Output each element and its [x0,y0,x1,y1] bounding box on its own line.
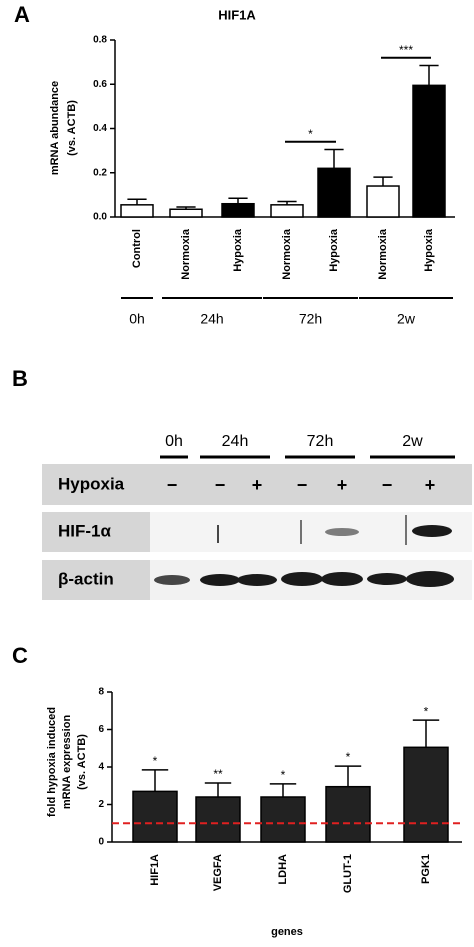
significance-label: * [153,754,158,768]
treatment-sign: − [215,475,226,495]
time-label: 72h [307,433,334,450]
chart-title: HIF1A [218,7,256,22]
bar [366,185,400,218]
y-axis-label: mRNA expression [61,715,73,810]
treatment-sign: + [252,475,263,495]
bar [195,796,241,843]
y-axis-label: mRNA abundance [49,81,61,175]
y-tick-label: 0 [98,837,104,848]
time-label: 24h [222,433,249,450]
group-label: 0h [129,311,145,327]
x-tick-label: Hypoxia [423,228,435,272]
x-tick-label: Control [131,229,143,268]
bar [403,746,449,843]
treatment-sign: − [297,475,308,495]
panel-label: A [14,2,30,27]
y-axis-label: (vs. ACTB) [76,734,88,790]
treatment-sign: + [425,475,436,495]
significance-label: *** [399,43,413,57]
x-tick-label: GLUT-1 [342,854,354,893]
bar [270,204,304,218]
group-label: 24h [200,311,223,327]
y-tick-label: 0.8 [93,35,107,46]
bar [120,204,154,218]
row-label-box [42,512,150,552]
treatment-sign: − [382,475,393,495]
x-tick-label: Hypoxia [328,228,340,272]
time-label: 0h [165,433,183,450]
treatment-sign: + [337,475,348,495]
panel-label: C [12,643,28,668]
row-label-box [42,560,150,600]
time-label: 2w [402,433,423,450]
y-tick-label: 0.6 [93,79,107,90]
row-label: Hypoxia [58,474,125,493]
row-label: HIF-1α [58,521,112,540]
significance-label: * [424,704,429,718]
x-tick-label: HIF1A [149,854,161,886]
y-tick-label: 0.2 [93,167,107,178]
x-tick-label: VEGFA [212,854,224,891]
y-tick-label: 2 [98,799,104,810]
row-band [42,464,472,505]
panel-label: B [12,366,28,391]
bar [317,167,351,218]
y-tick-label: 4 [98,762,104,773]
group-label: 72h [299,311,322,327]
x-tick-label: PGK1 [420,854,432,884]
x-tick-label: Normoxia [180,228,192,280]
y-tick-label: 8 [98,687,104,698]
x-tick-label: LDHA [277,854,289,885]
significance-label: * [346,750,351,764]
bar [221,202,255,218]
bar [169,208,203,218]
y-axis-label: fold hypoxia induced [46,707,58,817]
x-tick-label: Hypoxia [232,228,244,272]
bar [260,796,306,843]
blot [42,464,472,600]
bar [132,790,178,843]
x-axis-label: genes [271,926,303,938]
x-tick-label: Normoxia [281,228,293,280]
row-label: β-actin [58,569,114,588]
significance-label: ** [213,767,223,781]
significance-label: * [308,127,313,141]
treatment-sign: − [167,475,178,495]
y-tick-label: 0.4 [93,123,107,134]
x-tick-label: Normoxia [377,228,389,280]
group-label: 2w [397,311,416,327]
bar [412,84,446,218]
y-tick-label: 6 [98,724,104,735]
bands [154,515,454,587]
bar [325,785,371,843]
y-tick-label: 0.0 [93,212,107,223]
significance-label: * [281,768,286,782]
y-axis-label: (vs. ACTB) [66,100,78,156]
